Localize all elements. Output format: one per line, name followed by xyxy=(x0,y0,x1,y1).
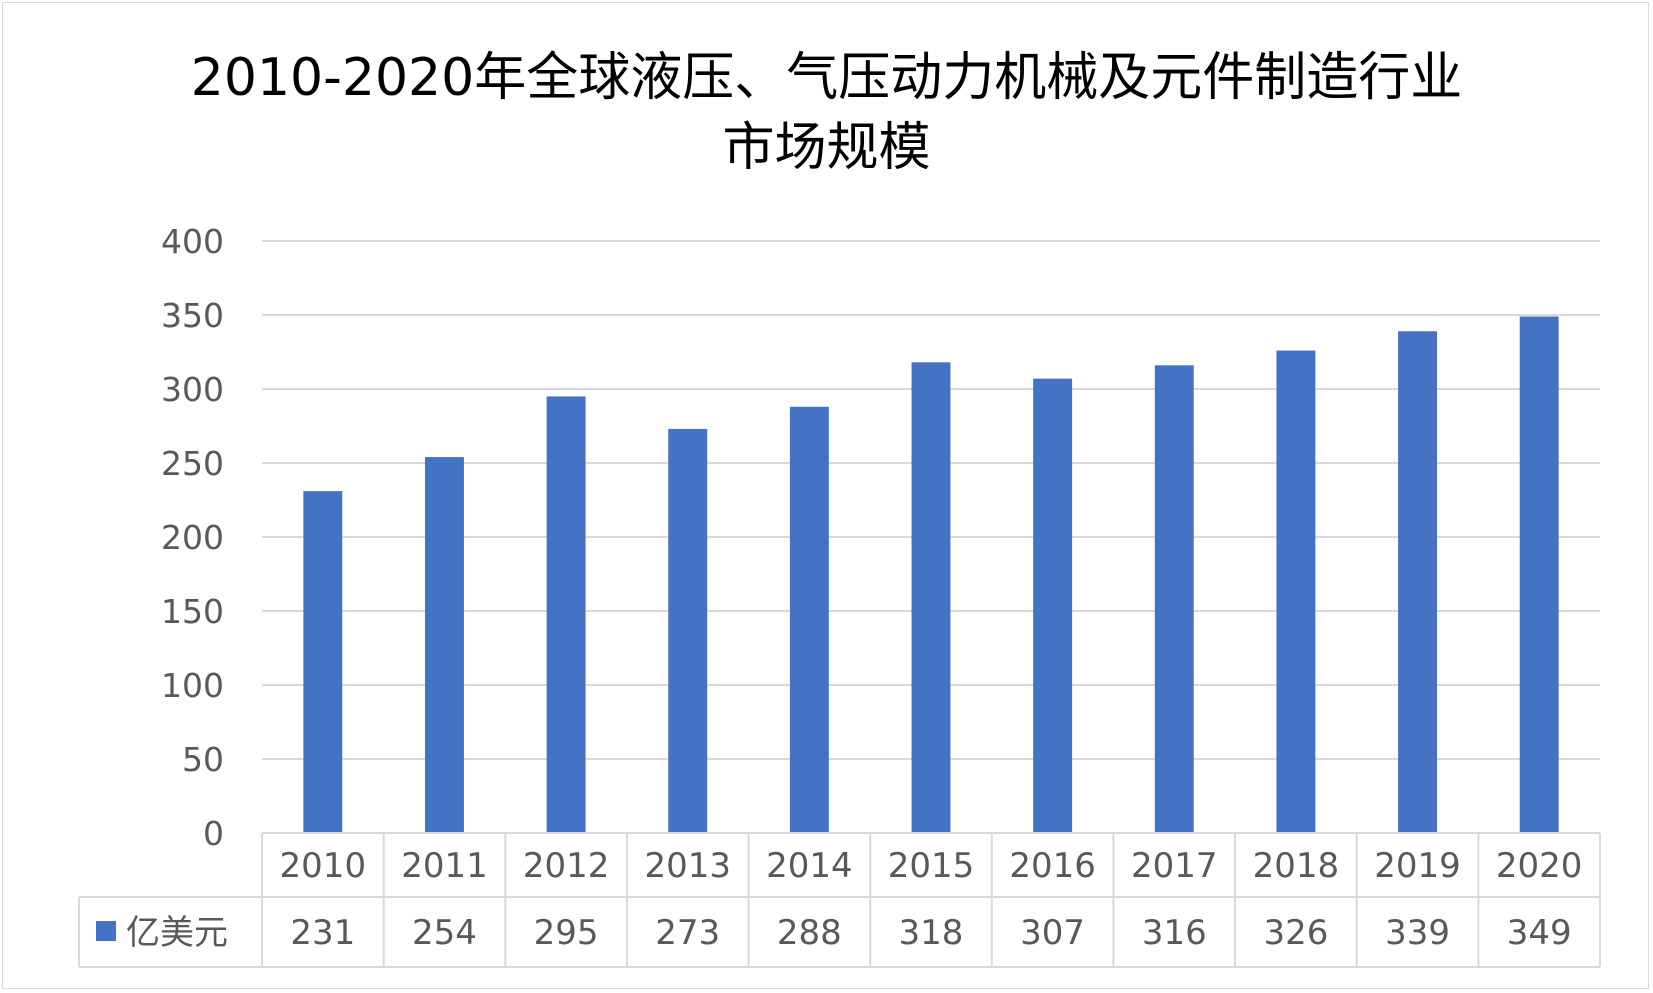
bar-2018 xyxy=(1276,350,1316,833)
y-tick-label: 50 xyxy=(182,740,224,779)
table-value-cell: 273 xyxy=(655,913,720,953)
table-value-cell: 231 xyxy=(290,913,355,953)
y-tick-label: 150 xyxy=(161,592,224,631)
y-tick-label: 200 xyxy=(161,518,224,557)
y-tick-label: 100 xyxy=(161,666,224,705)
y-tick-label: 250 xyxy=(161,444,224,483)
y-tick-label: 400 xyxy=(161,222,224,261)
bar-2017 xyxy=(1154,365,1194,833)
x-category-label: 2019 xyxy=(1374,846,1461,886)
x-category-label: 2014 xyxy=(766,846,853,886)
table-value-cell: 316 xyxy=(1142,913,1207,953)
table-value-cell: 326 xyxy=(1263,913,1328,953)
legend-series-name: 亿美元 xyxy=(126,913,228,953)
table-value-cell: 295 xyxy=(534,913,599,953)
chart-subtitle: 市场规模 xyxy=(722,118,931,178)
y-tick-label: 0 xyxy=(203,814,224,853)
x-category-label: 2012 xyxy=(523,846,610,886)
data-table: 2010 2011 2012 2013 2014 2015 2016 2017 2018 2019… xyxy=(78,832,1601,968)
chart-title: 2010-2020年全球液压、气压动力机械及元件制造行业 xyxy=(190,48,1463,108)
x-category-label: 2010 xyxy=(280,846,367,886)
x-category-label: 2016 xyxy=(1009,846,1096,886)
bars xyxy=(303,316,1559,834)
bar-2012 xyxy=(546,396,586,833)
x-category-label: 2013 xyxy=(644,846,731,886)
y-tick-label: 300 xyxy=(161,370,224,409)
bar-2010 xyxy=(303,491,343,833)
x-category-label: 2020 xyxy=(1496,846,1583,886)
table-value-cell: 349 xyxy=(1507,913,1572,953)
table-value-cell: 307 xyxy=(1020,913,1085,953)
y-tick-label: 350 xyxy=(161,296,224,335)
legend-key xyxy=(96,921,116,941)
bar-2015 xyxy=(911,362,951,833)
bar-2011 xyxy=(424,457,464,833)
table-value-cell: 288 xyxy=(777,913,842,953)
bar-2020 xyxy=(1519,316,1559,834)
table-value-cell: 318 xyxy=(899,913,964,953)
bar-2014 xyxy=(789,406,829,833)
x-category-label: 2018 xyxy=(1253,846,1340,886)
bar-2016 xyxy=(1033,378,1073,833)
bar-2019 xyxy=(1398,331,1438,833)
bar-2013 xyxy=(668,428,708,833)
y-axis-tick-labels: 0 50 100 150 200 250 300 350 400 xyxy=(161,222,224,853)
table-value-cell: 339 xyxy=(1385,913,1450,953)
x-category-label: 2017 xyxy=(1131,846,1218,886)
x-category-label: 2015 xyxy=(888,846,975,886)
table-value-cell: 254 xyxy=(412,913,477,953)
x-category-label: 2011 xyxy=(401,846,488,886)
